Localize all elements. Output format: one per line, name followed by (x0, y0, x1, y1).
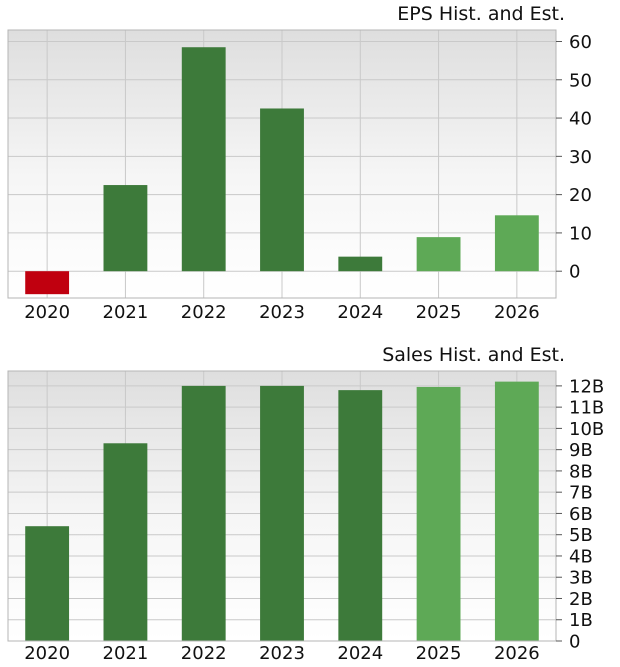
eps-y-tick-label: 30 (569, 147, 592, 168)
sales-x-tick-label: 2020 (24, 643, 70, 664)
sales-x-tick-label: 2026 (494, 643, 540, 664)
eps-y-axis: 0 10 20 30 40 50 60 (556, 32, 592, 283)
eps-bars (25, 47, 539, 295)
eps-bar-2021 (103, 185, 148, 272)
sales-y-tick-label: 0 (569, 632, 580, 653)
sales-chart-title: Sales Hist. and Est. (382, 344, 565, 366)
sales-bar-2024 (338, 390, 383, 641)
sales-x-tick-label: 2022 (181, 643, 227, 664)
sales-y-tick-label: 4B (569, 546, 593, 567)
sales-y-tick-label: 11B (569, 398, 604, 419)
eps-chart-title: EPS Hist. and Est. (397, 3, 565, 25)
sales-y-tick-label: 5B (569, 525, 593, 546)
sales-bar-2025 (416, 386, 461, 641)
eps-x-tick-label: 2021 (103, 302, 149, 323)
eps-y-tick-label: 50 (569, 70, 592, 91)
sales-y-tick-label: 9B (569, 440, 593, 461)
sales-y-tick-label: 7B (569, 483, 593, 504)
sales-bar-2021 (103, 443, 148, 641)
sales-x-tick-label: 2023 (259, 643, 305, 664)
eps-x-tick-label: 2024 (337, 302, 383, 323)
eps-bar-2024 (338, 256, 383, 272)
eps-x-tick-label: 2025 (416, 302, 462, 323)
sales-bar-2020 (25, 526, 70, 641)
eps-x-tick-label: 2022 (181, 302, 227, 323)
eps-y-tick-label: 10 (569, 223, 592, 244)
sales-y-tick-label: 2B (569, 589, 593, 610)
eps-bar-2022 (181, 47, 226, 272)
eps-x-tick-label: 2020 (24, 302, 70, 323)
sales-y-tick-label: 12B (569, 376, 604, 397)
sales-bar-2026 (494, 381, 539, 641)
eps-x-tick-label: 2023 (259, 302, 305, 323)
eps-x-tick-label: 2026 (494, 302, 540, 323)
eps-bar-2020 (25, 271, 70, 295)
sales-x-tick-label: 2021 (103, 643, 149, 664)
sales-x-tick-label: 2025 (416, 643, 462, 664)
sales-y-tick-label: 3B (569, 568, 593, 589)
sales-chart: Sales Hist. and Est. 01B2B3B4B5B6B7B8B9B… (7, 344, 604, 664)
sales-bars (25, 381, 539, 641)
eps-y-tick-label: 0 (569, 262, 580, 283)
eps-bar-2025 (416, 237, 461, 272)
eps-y-tick-label: 20 (569, 185, 592, 206)
eps-y-tick-label: 40 (569, 109, 592, 130)
sales-bar-2022 (181, 385, 226, 641)
sales-x-tick-label: 2024 (337, 643, 383, 664)
eps-bar-2026 (494, 215, 539, 272)
sales-y-tick-label: 1B (569, 610, 593, 631)
sales-x-axis: 2020 2021 2022 2023 2024 2025 2026 (24, 643, 540, 664)
sales-y-tick-label: 8B (569, 461, 593, 482)
eps-y-tick-label: 60 (569, 32, 592, 53)
sales-plot-frame (7, 370, 557, 642)
eps-bar-2023 (260, 108, 304, 272)
sales-y-tick-label: 6B (569, 504, 593, 525)
eps-plot-frame (7, 29, 557, 299)
eps-x-axis: 2020 2021 2022 2023 2024 2025 2026 (24, 302, 540, 323)
sales-bar-2023 (260, 385, 304, 641)
sales-y-tick-label: 10B (569, 419, 604, 440)
